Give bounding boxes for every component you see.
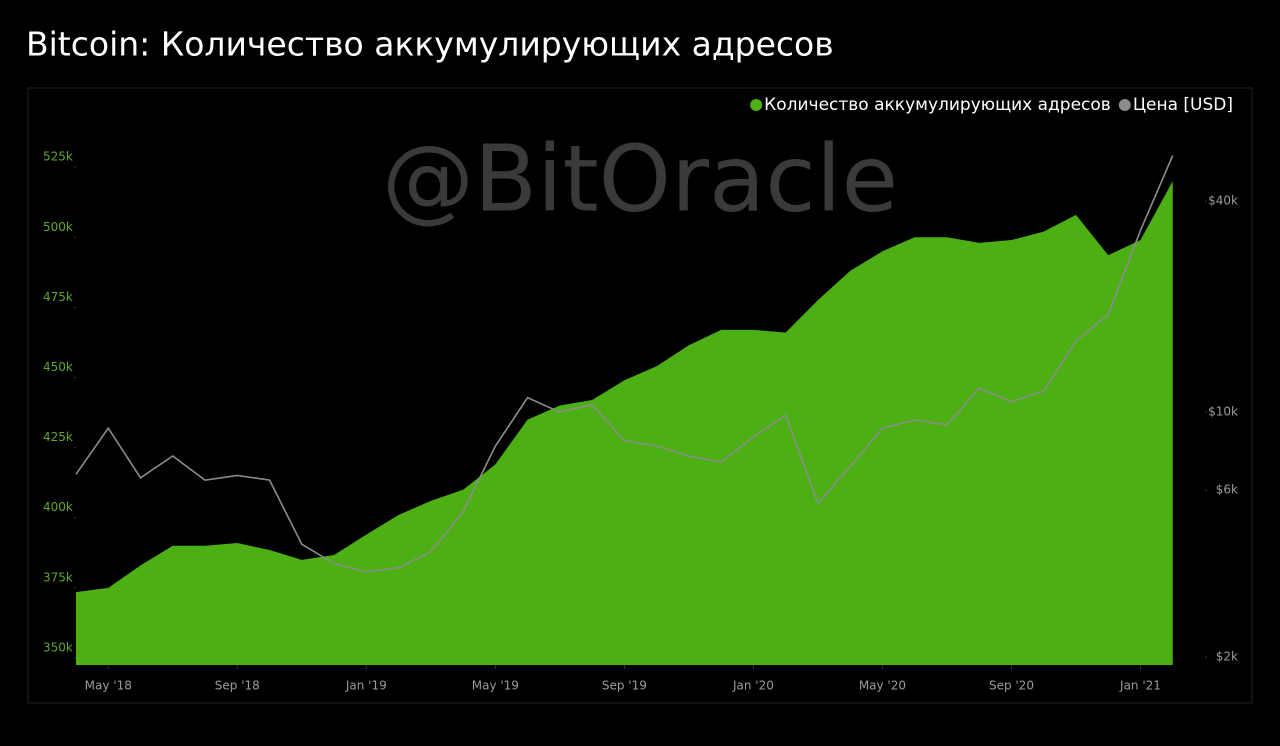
y-tick-label: 500k bbox=[43, 220, 73, 234]
y2-tick-label: $2k bbox=[1216, 650, 1238, 664]
x-tick-label: Jan '19 bbox=[345, 679, 387, 693]
legend-label: Количество аккумулирующих адресов bbox=[764, 95, 1111, 115]
area bbox=[76, 181, 1173, 665]
y2-tick-label: $6k bbox=[1216, 482, 1238, 496]
legend-label: Цена [USD] bbox=[1133, 95, 1233, 115]
x-tick-label: May '18 bbox=[85, 679, 132, 693]
y-tick-label: 400k bbox=[43, 500, 73, 514]
y-tick-label: 475k bbox=[43, 290, 73, 304]
watermark: @BitOracle bbox=[382, 125, 898, 232]
y-tick-label: 525k bbox=[43, 150, 73, 164]
x-tick-label: Sep '20 bbox=[989, 679, 1034, 693]
y-tick-label: 350k bbox=[43, 640, 73, 654]
chart-title: Bitcoin: Количество аккумулирующих адрес… bbox=[26, 25, 834, 64]
x-tick-label: Sep '19 bbox=[602, 679, 647, 693]
x-tick-label: Sep '18 bbox=[215, 679, 260, 693]
x-tick-label: May '19 bbox=[472, 679, 519, 693]
y2-tick-label: $40k bbox=[1208, 194, 1238, 208]
legend-marker bbox=[1118, 99, 1131, 111]
x-tick-label: Jan '20 bbox=[732, 679, 774, 693]
y2-tick-label: $10k bbox=[1208, 405, 1238, 419]
x-tick-label: May '20 bbox=[859, 679, 906, 693]
price-line bbox=[75, 155, 1174, 573]
x-tick-label: Jan '21 bbox=[1119, 679, 1161, 693]
y-tick-label: 375k bbox=[43, 570, 73, 584]
plot-frame bbox=[27, 87, 1253, 704]
legend-marker bbox=[750, 99, 763, 111]
y-tick-label: 450k bbox=[43, 360, 73, 374]
y-tick-label: 425k bbox=[43, 430, 73, 444]
